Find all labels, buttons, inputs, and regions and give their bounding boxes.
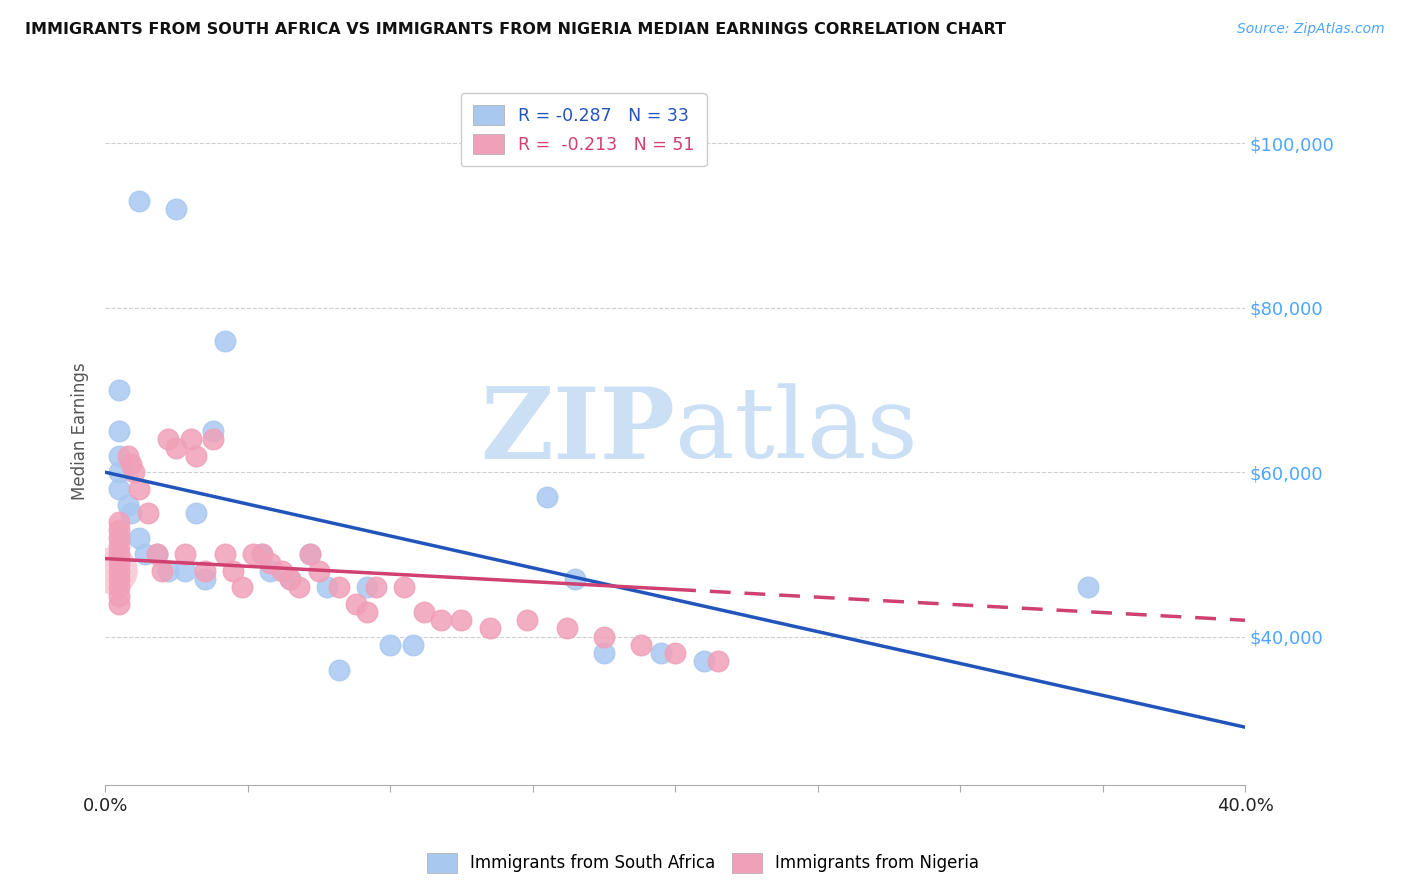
Point [108,449,131,463]
Point [103,564,125,578]
Point [108,564,131,578]
Point [593,646,616,660]
Point [222,564,245,578]
Point [108,515,131,529]
Point [259,564,281,578]
Point [108,465,131,479]
Point [202,433,225,447]
Point [413,605,436,619]
Point [194,572,217,586]
Point [134,548,156,562]
Point [1077,580,1099,594]
Text: ZIP: ZIP [481,383,675,480]
Point [707,654,730,668]
Point [299,548,322,562]
Point [117,498,139,512]
Point [356,580,378,594]
Point [280,572,302,586]
Point [120,457,142,471]
Point [108,523,131,537]
Point [108,539,131,553]
Legend: R = -0.287   N = 33, R =  -0.213   N = 51: R = -0.287 N = 33, R = -0.213 N = 51 [461,93,707,166]
Point [108,548,131,562]
Point [174,564,197,578]
Point [430,613,453,627]
Point [165,202,187,216]
Point [650,646,672,660]
Text: IMMIGRANTS FROM SOUTH AFRICA VS IMMIGRANTS FROM NIGERIA MEDIAN EARNINGS CORRELAT: IMMIGRANTS FROM SOUTH AFRICA VS IMMIGRAN… [25,22,1007,37]
Point [299,548,322,562]
Point [259,556,281,570]
Point [108,572,131,586]
Text: Source: ZipAtlas.com: Source: ZipAtlas.com [1237,22,1385,37]
Point [117,449,139,463]
Point [174,548,197,562]
Point [402,638,425,652]
Point [664,646,686,660]
Point [156,564,179,578]
Point [564,572,586,586]
Point [122,465,145,479]
Point [316,580,339,594]
Point [364,580,387,594]
Point [108,597,131,611]
Point [516,613,538,627]
Point [328,580,350,594]
Point [128,482,150,496]
Point [194,564,217,578]
Point [288,580,311,594]
Point [231,580,253,594]
Point [214,548,236,562]
Point [344,597,367,611]
Point [308,564,330,578]
Point [250,548,273,562]
Point [145,548,167,562]
Point [242,548,264,562]
Point [128,531,150,545]
Point [280,572,302,586]
Point [150,564,173,578]
Point [555,622,578,636]
Point [108,482,131,496]
Point [108,531,131,545]
Point [128,194,150,208]
Point [108,580,131,594]
Point [270,564,292,578]
Point [186,449,208,463]
Point [630,638,652,652]
Point [186,506,208,520]
Text: atlas: atlas [675,384,918,479]
Point [478,622,501,636]
Point [108,383,131,397]
Point [214,334,236,348]
Point [165,441,187,455]
Point [120,506,142,520]
Point [156,433,179,447]
Y-axis label: Median Earnings: Median Earnings [72,362,89,500]
Point [250,548,273,562]
Point [202,424,225,438]
Point [180,433,202,447]
Point [356,605,378,619]
Point [450,613,472,627]
Point [394,580,416,594]
Point [692,654,714,668]
Point [380,638,402,652]
Legend: Immigrants from South Africa, Immigrants from Nigeria: Immigrants from South Africa, Immigrants… [420,847,986,880]
Point [145,548,167,562]
Point [108,589,131,603]
Point [593,630,616,644]
Point [136,506,159,520]
Point [328,663,350,677]
Point [108,556,131,570]
Point [108,424,131,438]
Point [536,490,558,504]
